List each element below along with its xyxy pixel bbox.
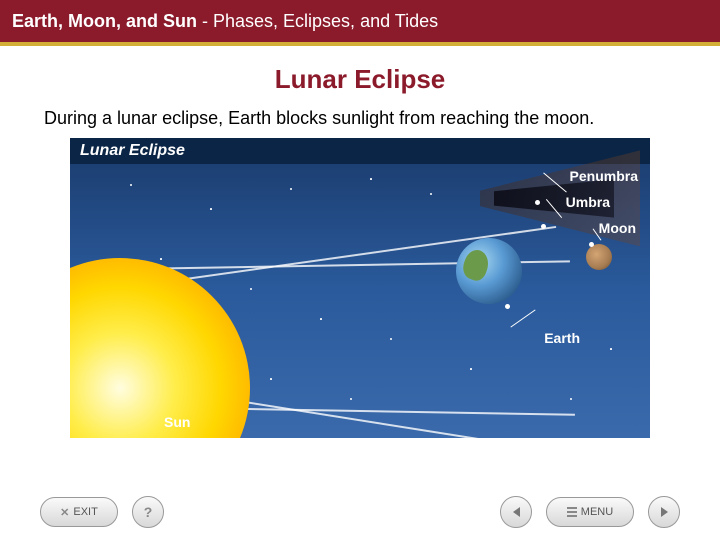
diagram-title: Lunar Eclipse	[80, 142, 185, 159]
slide-body-text: During a lunar eclipse, Earth blocks sun…	[36, 107, 684, 130]
moon-body	[586, 244, 612, 270]
sun-body	[70, 258, 250, 438]
exit-button[interactable]: ✕ EXIT	[40, 497, 118, 527]
chevron-left-icon	[513, 507, 520, 517]
lunar-eclipse-diagram: Lunar Eclipse Penumbra Umbra Moon Earth …	[70, 138, 650, 438]
label-earth: Earth	[544, 330, 580, 346]
earth-body	[456, 238, 522, 304]
label-dot-earth	[505, 304, 510, 309]
star	[390, 338, 392, 340]
header-title-rest: - Phases, Eclipses, and Tides	[197, 11, 438, 31]
question-icon: ?	[144, 504, 153, 520]
star	[210, 208, 212, 210]
footer-right-group: MENU	[500, 496, 680, 528]
star	[270, 378, 272, 380]
label-penumbra: Penumbra	[570, 168, 638, 184]
chevron-right-icon	[661, 507, 668, 517]
star	[130, 184, 132, 186]
label-umbra: Umbra	[566, 194, 610, 210]
content-area: Lunar Eclipse During a lunar eclipse, Ea…	[0, 46, 720, 438]
star	[320, 318, 322, 320]
header-title: Earth, Moon, and Sun - Phases, Eclipses,…	[12, 11, 438, 32]
header-band: Earth, Moon, and Sun - Phases, Eclipses,…	[0, 0, 720, 42]
close-icon: ✕	[60, 506, 69, 519]
star	[610, 348, 612, 350]
next-button[interactable]	[648, 496, 680, 528]
label-sun: Sun	[164, 414, 190, 430]
star	[160, 258, 162, 260]
menu-button[interactable]: MENU	[546, 497, 634, 527]
slide-title: Lunar Eclipse	[36, 64, 684, 95]
star	[570, 398, 572, 400]
exit-button-label: EXIT	[73, 506, 97, 518]
star	[470, 368, 472, 370]
star	[290, 188, 292, 190]
menu-icon	[567, 507, 577, 517]
star	[250, 288, 252, 290]
diagram-title-band: Lunar Eclipse	[70, 138, 650, 164]
footer-nav: ✕ EXIT ? MENU	[0, 484, 720, 540]
label-line-earth	[510, 310, 535, 328]
star	[370, 178, 372, 180]
footer-left-group: ✕ EXIT ?	[40, 496, 164, 528]
label-moon: Moon	[599, 220, 636, 236]
star	[350, 398, 352, 400]
help-button[interactable]: ?	[132, 496, 164, 528]
star	[430, 193, 432, 195]
prev-button[interactable]	[500, 496, 532, 528]
header-title-bold: Earth, Moon, and Sun	[12, 11, 197, 31]
menu-button-label: MENU	[581, 506, 613, 518]
